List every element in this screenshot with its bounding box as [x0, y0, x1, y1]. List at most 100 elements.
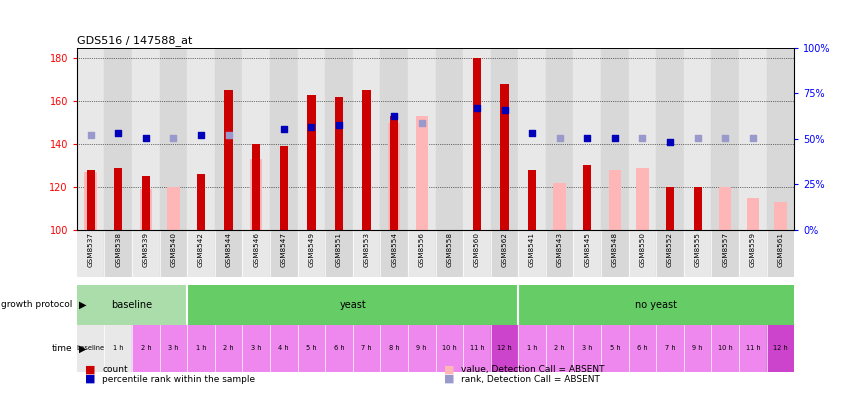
Bar	[215, 48, 242, 230]
Bar	[270, 48, 297, 230]
Text: GSM8557: GSM8557	[722, 232, 728, 267]
Bar	[242, 230, 270, 277]
Bar	[132, 325, 160, 372]
Text: GSM8552: GSM8552	[666, 232, 672, 267]
Bar	[325, 48, 352, 230]
Bar	[77, 230, 104, 277]
Bar	[325, 325, 352, 372]
Text: value, Detection Call = ABSENT: value, Detection Call = ABSENT	[461, 365, 604, 374]
Bar	[77, 285, 187, 325]
Point	[580, 134, 594, 141]
Point	[635, 134, 648, 141]
Bar	[77, 325, 104, 372]
Point	[690, 134, 704, 141]
Point	[607, 134, 621, 141]
Bar	[279, 146, 287, 230]
Text: GSM8559: GSM8559	[749, 232, 755, 267]
Bar	[160, 48, 187, 230]
Bar	[77, 48, 104, 230]
Bar	[250, 159, 262, 230]
Text: GSM8550: GSM8550	[639, 232, 645, 267]
Bar	[215, 230, 242, 277]
Bar	[665, 187, 673, 230]
Text: ■: ■	[85, 364, 96, 374]
Text: ■: ■	[444, 374, 454, 384]
Text: growth protocol: growth protocol	[1, 301, 73, 309]
Bar	[307, 95, 315, 230]
Text: 11 h: 11 h	[469, 345, 484, 352]
Point	[717, 134, 731, 141]
Bar	[352, 230, 380, 277]
Text: 7 h: 7 h	[664, 345, 675, 352]
Bar	[774, 202, 786, 230]
Bar	[167, 187, 179, 230]
Bar	[583, 166, 591, 230]
Text: GSM8549: GSM8549	[308, 232, 314, 267]
Point	[276, 126, 290, 132]
Bar	[297, 48, 325, 230]
Bar	[380, 325, 408, 372]
Bar	[545, 230, 573, 277]
Text: GSM8558: GSM8558	[446, 232, 452, 267]
Bar	[711, 48, 738, 230]
Bar	[215, 325, 242, 372]
Bar	[86, 169, 95, 230]
Bar	[655, 48, 683, 230]
Bar	[655, 230, 683, 277]
Bar	[160, 230, 187, 277]
Bar	[104, 325, 132, 372]
Text: 8 h: 8 h	[388, 345, 399, 352]
Point	[663, 139, 676, 145]
Point	[166, 134, 180, 141]
Bar	[334, 97, 343, 230]
Bar	[553, 183, 566, 230]
Bar	[242, 48, 270, 230]
Text: GSM8545: GSM8545	[583, 232, 589, 267]
Bar	[683, 230, 711, 277]
Text: time: time	[52, 344, 73, 353]
Text: count: count	[102, 365, 128, 374]
Text: GSM8538: GSM8538	[115, 232, 121, 267]
Bar	[132, 230, 160, 277]
Bar	[252, 144, 260, 230]
Text: 2 h: 2 h	[223, 345, 234, 352]
Bar	[325, 230, 352, 277]
Bar	[408, 230, 435, 277]
Bar	[573, 325, 601, 372]
Bar	[573, 230, 601, 277]
Point	[305, 124, 318, 130]
Text: 4 h: 4 h	[278, 345, 289, 352]
Text: baseline: baseline	[112, 300, 153, 310]
Bar	[408, 48, 435, 230]
Bar	[573, 48, 601, 230]
Bar	[693, 187, 701, 230]
Text: 10 h: 10 h	[717, 345, 732, 352]
Text: GSM8548: GSM8548	[611, 232, 618, 267]
Point	[111, 130, 125, 136]
Bar	[601, 325, 628, 372]
Bar	[683, 325, 711, 372]
Bar	[545, 325, 573, 372]
Bar	[527, 169, 536, 230]
Bar	[197, 174, 205, 230]
Text: GSM8542: GSM8542	[198, 232, 204, 267]
Text: 9 h: 9 h	[692, 345, 702, 352]
Bar	[224, 90, 233, 230]
Bar	[601, 230, 628, 277]
Point	[415, 119, 428, 126]
Bar	[738, 48, 766, 230]
Text: GSM8551: GSM8551	[335, 232, 341, 267]
Bar	[114, 168, 122, 230]
Text: GSM8555: GSM8555	[693, 232, 699, 267]
Bar	[104, 48, 132, 230]
Bar	[628, 325, 655, 372]
Bar	[132, 48, 160, 230]
Bar	[270, 325, 297, 372]
Bar	[628, 230, 655, 277]
Bar	[362, 90, 370, 230]
Bar	[462, 325, 490, 372]
Bar	[545, 48, 573, 230]
Bar	[500, 84, 508, 230]
Text: GSM8537: GSM8537	[88, 232, 94, 267]
Text: GSM8562: GSM8562	[501, 232, 507, 267]
